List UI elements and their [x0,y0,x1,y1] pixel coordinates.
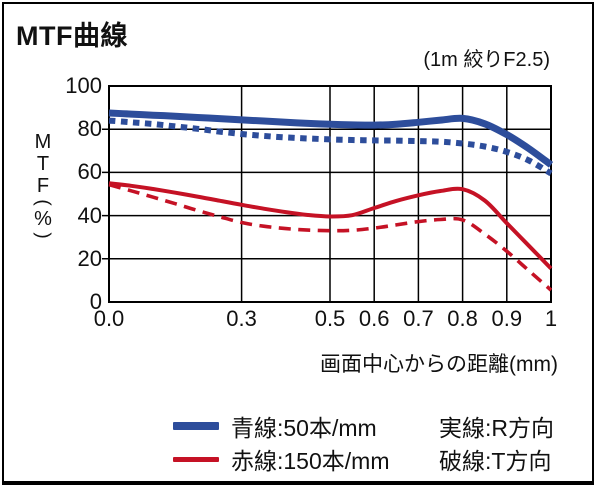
aperture-condition-label: (1m 絞りF2.5) [423,49,550,71]
x-tick-label: 0.8 [447,306,478,331]
y-axis-label: M T F(%) [28,131,58,241]
plot-border [108,85,552,303]
legend-frequency-label: 青線:50本/mm [231,415,377,441]
x-tick-label: 1 [544,306,558,331]
y-tick-label: 0 [89,289,102,314]
y-axis-label-char: M [34,131,52,153]
legend-direction-label: 破線:T方向 [439,448,552,474]
x-tick-label: 0.5 [314,306,346,331]
legend: 青線:50本/mm 実線:R方向赤線:150本/mm 破線:T方向 [173,413,554,474]
legend-row: 青線:50本/mm 実線:R方向 [173,413,554,441]
series-solid-line [108,181,553,270]
x-tick-label: 0.6 [358,306,390,331]
x-tick-label: 0.7 [403,306,434,331]
series-solid-line [108,109,554,168]
x-tick-label: 0.0 [93,306,125,331]
legend-swatch-red-line [173,456,219,462]
series-dashed-line [108,182,553,292]
y-axis-label-unit: % [34,208,52,230]
x-tick-label: 0.3 [226,306,257,331]
x-axis-title: 画面中心からの距離(mm) [320,353,558,376]
page-title: MTF曲線 [16,21,128,51]
series-dotted-line [108,117,553,177]
x-tick-label: 0.9 [491,306,523,331]
y-tick-label: 100 [65,73,102,98]
legend-row: 赤線:150本/mm 破線:T方向 [173,446,554,474]
y-tick-label: 60 [77,159,102,185]
legend-frequency-label: 赤線:150本/mm [231,448,390,474]
y-axis-label-char: T [36,153,50,175]
y-tick-label: 20 [77,245,102,271]
y-tick-label: 40 [77,202,102,228]
y-tick-label: 80 [77,116,102,142]
y-axis-label-char: F [36,175,50,197]
legend-swatch-blue-line [173,422,219,430]
legend-direction-label: 実線:R方向 [439,415,554,441]
